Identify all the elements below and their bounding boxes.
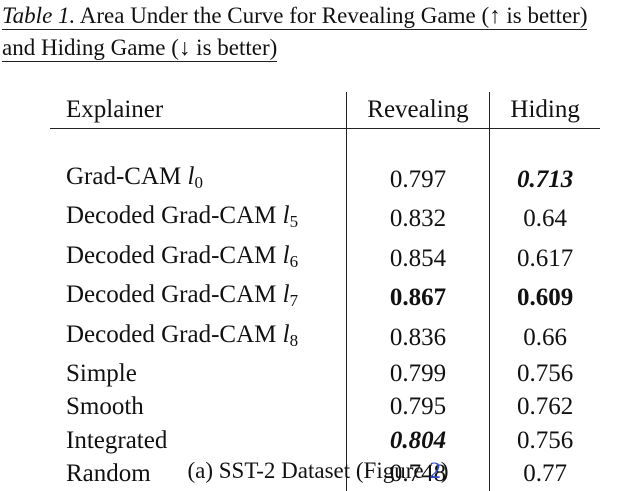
layer-var: l	[282, 281, 290, 309]
hiding-cell: 0.77	[523, 460, 568, 488]
subcaption-suffix: )	[440, 458, 449, 483]
table-row: Simple 0.799 0.756	[50, 357, 600, 391]
caption-line-1: Table 1. Area Under the Curve for Reveal…	[2, 3, 588, 30]
explainer-name: Decoded Grad-CAM	[66, 281, 277, 309]
caption-line-2: and Hiding Game (↓ is better)	[2, 35, 278, 62]
revealing-cell: 0.804	[346, 423, 491, 458]
table-caption: Table 1. Area Under the Curve for Reveal…	[2, 0, 634, 64]
caption-label: Table 1.	[2, 3, 76, 28]
hiding-cell: 0.609	[517, 284, 574, 312]
spacer-row	[50, 128, 600, 160]
table-row: Grad-CAM l0 0.797 0.713	[50, 160, 600, 200]
figure-ref-link[interactable]: 2	[429, 458, 441, 483]
explainer-cell: Simple	[50, 357, 347, 391]
explainer-cell: Smooth	[50, 390, 347, 424]
subcaption-prefix: (a) SST-2 Dataset (Figure	[187, 458, 430, 483]
table-row: Decoded Grad-CAM l5 0.832 0.64	[50, 199, 600, 239]
hiding-cell: 0.617	[517, 244, 574, 272]
header-revealing: Revealing	[346, 92, 491, 129]
explainer-name: Smooth	[66, 393, 144, 421]
explainer-name: Simple	[66, 360, 137, 388]
explainer-cell: Grad-CAM l0	[50, 160, 347, 200]
layer-symbol: l5	[282, 202, 299, 232]
explainer-cell: Integrated	[50, 423, 347, 458]
explainer-name: Random	[66, 460, 151, 488]
layer-index: 0	[194, 173, 203, 192]
explainer-name: Grad-CAM	[66, 163, 182, 190]
layer-index: 5	[289, 212, 299, 232]
explainer-cell: Decoded Grad-CAM l7	[50, 278, 347, 318]
layer-var: l	[282, 202, 290, 230]
layer-index: 6	[289, 251, 299, 271]
layer-var: l	[282, 320, 290, 348]
hiding-cell: 0.762	[517, 393, 574, 421]
hiding-cell: 0.756	[517, 360, 574, 388]
revealing-cell: 0.836	[346, 317, 491, 358]
header-explainer: Explainer	[50, 92, 347, 129]
layer-var: l	[282, 241, 290, 269]
table-row: Decoded Grad-CAM l6 0.854 0.617	[50, 238, 600, 279]
caption-text-2: and Hiding Game (↓ is better)	[2, 35, 278, 60]
explainer-name: Integrated	[66, 426, 168, 454]
explainer-name: Decoded Grad-CAM	[66, 320, 277, 348]
subcaption: (a) SST-2 Dataset (Figure 2)	[0, 458, 636, 484]
revealing-cell: 0.799	[346, 357, 491, 391]
table-row: Smooth 0.795 0.762	[50, 390, 600, 424]
explainer-cell: Random	[50, 457, 347, 491]
layer-var: l	[187, 163, 195, 190]
layer-index: 8	[289, 330, 299, 350]
revealing-cell: 0.748	[346, 457, 491, 491]
header-hiding: Hiding	[489, 92, 600, 129]
revealing-cell: 0.832	[346, 199, 491, 239]
explainer-name: Decoded Grad-CAM	[66, 241, 277, 269]
revealing-cell: 0.867	[346, 278, 491, 318]
revealing-cell: 0.795	[346, 390, 491, 424]
caption-text-1: Area Under the Curve for Revealing Game …	[79, 3, 588, 28]
layer-symbol: l7	[282, 281, 299, 311]
revealing-cell: 0.854	[346, 238, 491, 279]
layer-symbol: l0	[187, 163, 203, 192]
table-row: Integrated 0.804 0.756	[50, 423, 600, 458]
hiding-cell: 0.66	[523, 323, 568, 351]
explainer-name: Decoded Grad-CAM	[66, 202, 277, 230]
revealing-cell: 0.797	[346, 160, 491, 200]
explainer-cell: Decoded Grad-CAM l6	[50, 238, 347, 279]
explainer-cell: Decoded Grad-CAM l5	[50, 199, 347, 239]
table-row: Random 0.748 0.77	[50, 457, 600, 491]
hiding-cell: 0.756	[517, 426, 574, 454]
layer-symbol: l8	[282, 320, 299, 350]
layer-symbol: l6	[282, 241, 299, 271]
hiding-cell: 0.64	[523, 205, 568, 233]
table-row: Decoded Grad-CAM l7 0.867 0.609	[50, 278, 600, 318]
layer-index: 7	[289, 291, 299, 311]
hiding-cell: 0.713	[517, 166, 574, 193]
table-row: Decoded Grad-CAM l8 0.836 0.66	[50, 317, 600, 358]
explainer-cell: Decoded Grad-CAM l8	[50, 317, 347, 358]
results-table: Explainer Revealing Hiding Grad-CAM l0 0.…	[50, 92, 600, 491]
header-row: Explainer Revealing Hiding	[50, 92, 600, 129]
